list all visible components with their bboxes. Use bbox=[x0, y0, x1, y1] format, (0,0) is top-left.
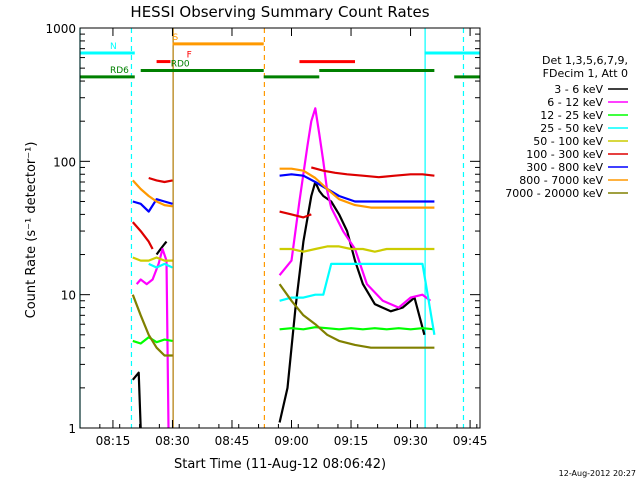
legend: Det 1,3,5,6,7,9,FDecim 1, Att 0 3 - 6 keV… bbox=[505, 54, 628, 200]
flag-label-2: F bbox=[187, 51, 192, 61]
legend-label-5: 100 - 300 keV bbox=[526, 148, 603, 161]
legend-label-0: 3 - 6 keV bbox=[554, 83, 603, 96]
series-line-8-0 bbox=[131, 294, 173, 357]
x-axis-label: Start Time (11-Aug-12 08:06:42) bbox=[174, 457, 386, 472]
legend-label-2: 12 - 25 keV bbox=[540, 109, 603, 122]
series-line-5-1 bbox=[148, 176, 173, 184]
legend-label-6: 300 - 800 keV bbox=[526, 161, 603, 174]
legend-label-7: 800 - 7000 keV bbox=[519, 174, 603, 187]
series-line-0-0 bbox=[131, 371, 142, 429]
series-line-6-1 bbox=[279, 173, 435, 203]
legend-label-4: 50 - 100 keV bbox=[533, 135, 603, 148]
y-tick-label-1: 10 bbox=[61, 289, 76, 303]
y-tick-label-3: 1000 bbox=[45, 22, 76, 36]
y-axis-label: Count Rate (s⁻¹ detector⁻¹) bbox=[24, 142, 39, 319]
x-tick-label-3: 09:00 bbox=[274, 434, 309, 448]
plot-frame bbox=[79, 27, 481, 429]
legend-header-1: FDecim 1, Att 0 bbox=[543, 67, 628, 80]
x-tick-label-2: 08:45 bbox=[215, 434, 250, 448]
flag-label-4: RD6 bbox=[110, 66, 129, 76]
series-line-2-1 bbox=[279, 326, 435, 331]
x-tick-label-5: 09:30 bbox=[393, 434, 428, 448]
series-line-1-1 bbox=[278, 107, 432, 309]
legend-label-3: 25 - 50 keV bbox=[540, 122, 603, 135]
series-line-5-0 bbox=[131, 221, 154, 250]
axis-layer: 08:15 08:30 08:45 09:00 09:15 09:30 09:45 1 10 10… bbox=[45, 22, 487, 448]
legend-header-0: Det 1,3,5,6,7,9, bbox=[542, 54, 628, 67]
series-line-4-1 bbox=[279, 245, 435, 253]
flag-label-3: RD0 bbox=[171, 60, 190, 70]
x-tick-label-4: 09:15 bbox=[334, 434, 369, 448]
series-line-0-2 bbox=[278, 180, 426, 423]
series-line-0-1 bbox=[155, 240, 168, 256]
flag-label-0: N bbox=[110, 42, 117, 52]
y-tick-label-0: 1 bbox=[68, 422, 76, 436]
series-line-7-0 bbox=[131, 179, 173, 208]
x-tick-label-1: 08:30 bbox=[155, 434, 190, 448]
footer-date: 12-Aug-2012 20:27 bbox=[559, 469, 636, 478]
flag-label-1: S bbox=[172, 33, 178, 43]
y-tick-label-2: 100 bbox=[53, 155, 76, 169]
legend-label-1: 6 - 12 keV bbox=[547, 96, 603, 109]
x-tick-label-6: 09:45 bbox=[453, 434, 488, 448]
series-line-7-1 bbox=[279, 167, 435, 209]
series-line-5-2 bbox=[279, 210, 312, 219]
series-line-1-0 bbox=[135, 247, 170, 429]
x-tick-label-0: 08:15 bbox=[96, 434, 131, 448]
series-line-3-1 bbox=[279, 262, 436, 335]
legend-label-8: 7000 - 20000 keV bbox=[505, 187, 603, 200]
series-line-5-3 bbox=[311, 166, 435, 179]
chart-title: HESSI Observing Summary Count Rates bbox=[130, 3, 429, 21]
series-line-8-1 bbox=[278, 283, 435, 349]
series-line-3-0 bbox=[148, 262, 173, 269]
series-line-6-0 bbox=[132, 198, 173, 213]
series-line-4-0 bbox=[132, 256, 173, 262]
